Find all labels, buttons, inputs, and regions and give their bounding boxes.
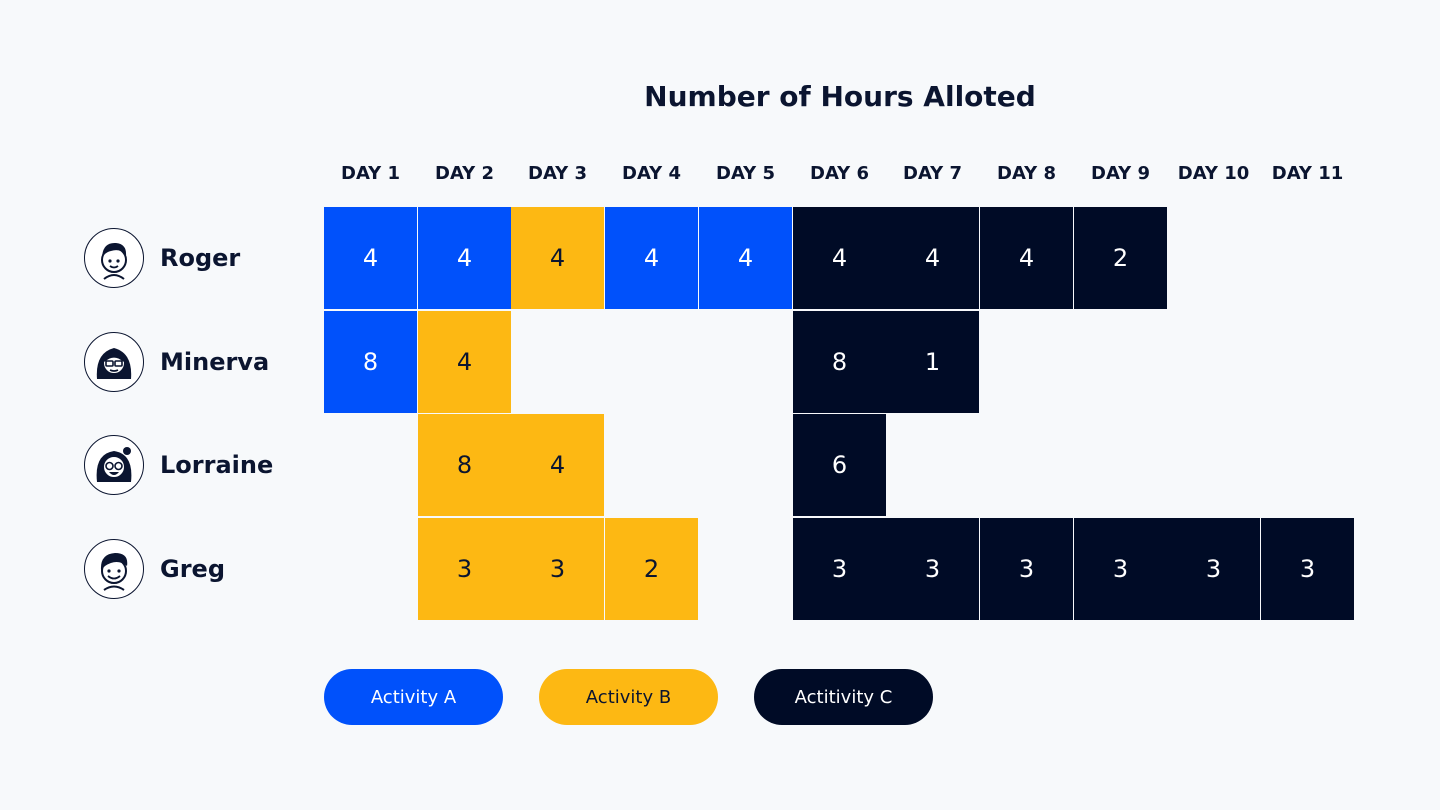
person-name: Minerva xyxy=(160,348,270,376)
hours-cell: 3 xyxy=(511,518,604,620)
person-row-lorraine: Lorraine xyxy=(84,434,273,496)
hours-cell: 4 xyxy=(324,207,417,309)
legend-item-activity-a: Activity A xyxy=(324,669,503,725)
hours-cell: 3 xyxy=(418,518,511,620)
day-label: DAY 9 xyxy=(1091,163,1150,184)
person-row-greg: Greg xyxy=(84,538,225,600)
legend-item-activity-c: Actitivity C xyxy=(754,669,933,725)
day-label: DAY 8 xyxy=(997,163,1056,184)
hours-cell: 4 xyxy=(793,207,886,309)
minerva-avatar-icon xyxy=(84,332,144,392)
hours-cell: 2 xyxy=(605,518,698,620)
legend-item-activity-b: Activity B xyxy=(539,669,718,725)
hours-cell: 4 xyxy=(511,207,604,309)
hours-cell: 4 xyxy=(511,414,604,516)
hours-cell: 3 xyxy=(980,518,1073,620)
day-label: DAY 11 xyxy=(1271,163,1344,184)
hours-cell: 3 xyxy=(793,518,886,620)
hours-cell: 2 xyxy=(1074,207,1167,309)
hours-cell: 3 xyxy=(1261,518,1354,620)
hours-cell: 4 xyxy=(699,207,792,309)
hours-cell: 3 xyxy=(886,518,979,620)
person-name: Greg xyxy=(160,555,225,583)
hours-cell: 8 xyxy=(324,311,417,413)
day-label: DAY 1 xyxy=(341,163,400,184)
hours-cell: 1 xyxy=(886,311,979,413)
hours-cell: 4 xyxy=(418,311,511,413)
hours-cell: 4 xyxy=(418,207,511,309)
greg-avatar-icon xyxy=(84,539,144,599)
day-label: DAY 4 xyxy=(622,163,681,184)
roger-avatar-icon xyxy=(84,228,144,288)
day-label: DAY 5 xyxy=(716,163,775,184)
chart-title: Number of Hours Alloted xyxy=(644,80,1036,113)
hours-cell: 3 xyxy=(1074,518,1167,620)
hours-cell: 3 xyxy=(1167,518,1260,620)
hours-cell: 8 xyxy=(418,414,511,516)
hours-cell: 4 xyxy=(886,207,979,309)
person-name: Lorraine xyxy=(160,451,274,479)
person-row-minerva: Minerva xyxy=(84,331,269,393)
day-label: DAY 6 xyxy=(810,163,869,184)
day-label: DAY 10 xyxy=(1177,163,1250,184)
day-label: DAY 7 xyxy=(903,163,962,184)
hours-cell: 8 xyxy=(793,311,886,413)
lorraine-avatar-icon xyxy=(84,435,144,495)
person-row-roger: Roger xyxy=(84,227,240,289)
person-name: Roger xyxy=(160,244,241,272)
hours-cell: 6 xyxy=(793,414,886,516)
hours-cell: 4 xyxy=(980,207,1073,309)
day-label: DAY 2 xyxy=(435,163,494,184)
hours-cell: 4 xyxy=(605,207,698,309)
day-label: DAY 3 xyxy=(528,163,587,184)
